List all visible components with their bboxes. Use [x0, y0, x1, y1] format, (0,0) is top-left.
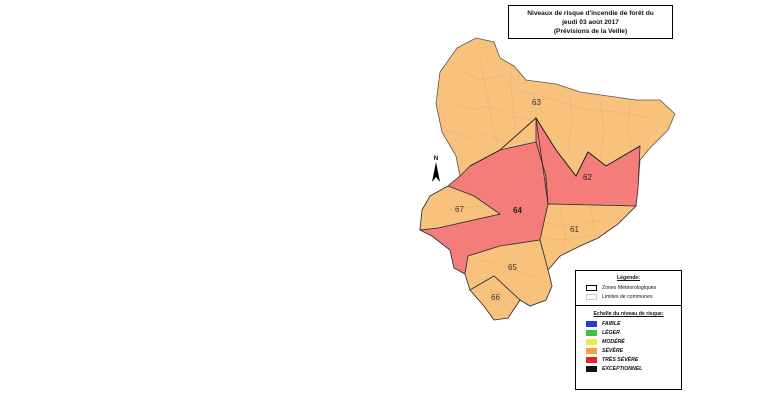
legend-item-label: Zones Météorologiques [602, 285, 657, 291]
zone-label-62: 62 [583, 173, 592, 182]
commune-limits [445, 59, 651, 311]
scale-item-severe: SÉVÈRE [576, 347, 681, 356]
zone-label-65: 65 [508, 263, 517, 272]
legend-item-communes: Limites de communes [576, 293, 681, 302]
title-line-1: Niveaux de risque d'incendie de forêt du [527, 10, 654, 17]
zone-label-63: 63 [532, 98, 541, 107]
scale-label: MODÉRÉ [602, 339, 625, 345]
scale-label: LÉGER [602, 330, 620, 336]
scale-label: TRÈS SÉVÈRE [602, 357, 639, 363]
zone-label-64: 64 [513, 206, 522, 215]
scale-swatch [586, 366, 597, 372]
north-arrow-icon [432, 162, 440, 182]
legend-heading: Légende: [616, 275, 641, 281]
north-label: N [433, 156, 439, 162]
zone-67 [419, 185, 501, 231]
zone-label-66: 66 [491, 293, 500, 302]
zone-border-swatch [586, 285, 597, 291]
scale-label: SÉVÈRE [602, 348, 624, 354]
legend-item-label: Limites de communes [602, 294, 653, 300]
zone-label-61: 61 [570, 225, 579, 234]
scale-swatch [586, 357, 597, 363]
north-arrow: N [430, 156, 442, 182]
scale-label: EXCEPTIONNEL [602, 366, 643, 372]
scale-label: FAIBLE [602, 321, 621, 327]
scale-item-exceptionnel: EXCEPTIONNEL [576, 365, 681, 374]
scale-item-modere: MODÉRÉ [576, 338, 681, 347]
zone-boundary-63 [469, 117, 641, 177]
zone-65 [464, 239, 553, 307]
map-title: Niveaux de risque d'incendie de forêt du… [508, 5, 673, 39]
zone-label-67: 67 [455, 205, 464, 214]
scale-item-faible: FAIBLE [576, 320, 681, 329]
title-line-3: (Prévisions de la Veille) [553, 28, 628, 35]
scale-item-tres-severe: TRÈS SÉVÈRE [576, 356, 681, 365]
zone-66 [469, 275, 521, 321]
commune-border-swatch [586, 294, 597, 300]
scale-swatch [586, 348, 597, 354]
scale-item-leger: LÉGER [576, 329, 681, 338]
scale-heading: Echelle du niveau de risque: [593, 311, 664, 317]
scale-swatch [586, 339, 597, 345]
scale-swatch [586, 321, 597, 327]
scale-swatch [586, 330, 597, 336]
zone-boundary-61-62 [535, 117, 549, 205]
legend: Légende: Zones Météorologiques Limites d… [575, 270, 682, 390]
title-line-2: jeudi 03 août 2017 [562, 19, 619, 26]
zone-61 [539, 203, 637, 271]
legend-divider [576, 305, 681, 306]
legend-item-zones: Zones Météorologiques [576, 284, 681, 293]
